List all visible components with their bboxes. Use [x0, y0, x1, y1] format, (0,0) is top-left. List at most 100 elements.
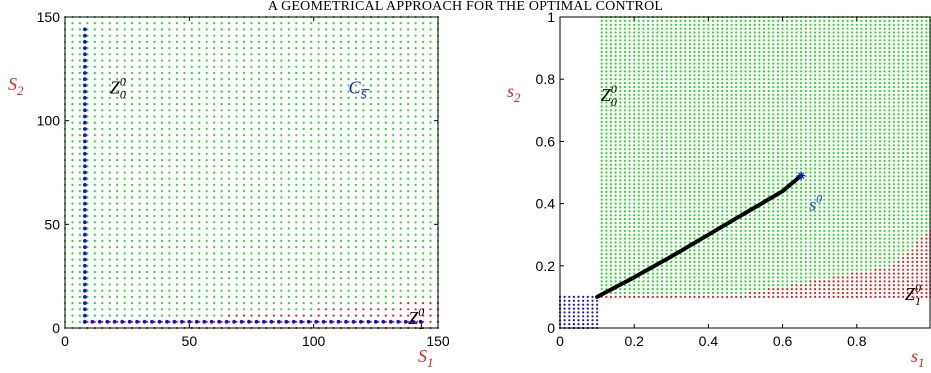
- green-dot: [628, 202, 631, 205]
- green-dot: [265, 308, 268, 311]
- green-dot: [235, 22, 238, 25]
- green-dot: [399, 277, 402, 280]
- green-dot: [257, 53, 261, 56]
- green-dot: [660, 62, 664, 65]
- green-dot: [637, 214, 640, 217]
- green-dot: [656, 221, 659, 225]
- green-dot: [735, 93, 738, 96]
- green-dot: [670, 23, 673, 26]
- green-dot: [429, 214, 432, 218]
- green-dot: [605, 89, 608, 92]
- green-dot: [623, 291, 627, 295]
- green-dot: [730, 241, 733, 244]
- green-dot: [422, 190, 425, 193]
- green-dot: [235, 140, 238, 143]
- green-dot: [228, 34, 231, 37]
- green-dot: [623, 171, 627, 174]
- green-dot: [101, 121, 104, 124]
- green-dot: [160, 214, 164, 218]
- green-dot: [153, 295, 156, 298]
- green-dot: [213, 84, 216, 87]
- green-dot: [665, 128, 668, 131]
- green-dot: [384, 295, 387, 298]
- green-dot: [628, 74, 631, 77]
- green-dot: [339, 47, 343, 50]
- green-dot: [730, 264, 733, 267]
- green-dot: [660, 136, 664, 139]
- green-dot: [339, 59, 343, 62]
- green-dot: [377, 264, 380, 267]
- green-dot: [623, 210, 627, 213]
- red-dot: [302, 320, 305, 323]
- green-dot: [725, 253, 729, 256]
- green-dot: [725, 19, 729, 22]
- green-dot: [633, 186, 636, 190]
- green-dot: [369, 59, 372, 62]
- green-dot: [86, 196, 89, 199]
- green-dot: [280, 28, 283, 31]
- green-dot: [228, 165, 231, 168]
- green-dot: [131, 239, 134, 242]
- green-dot: [674, 171, 678, 174]
- green-dot: [609, 101, 613, 104]
- green-dot: [619, 144, 622, 147]
- green-dot: [101, 71, 104, 75]
- green-dot: [735, 70, 738, 73]
- blue-dot: [563, 303, 566, 306]
- green-dot: [407, 239, 410, 242]
- green-dot: [651, 47, 654, 50]
- green-dot: [684, 175, 687, 178]
- green-dot: [295, 196, 298, 199]
- green-dot: [735, 167, 738, 170]
- green-dot: [138, 177, 141, 180]
- green-dot: [637, 19, 640, 22]
- green-dot: [605, 58, 608, 61]
- green-dot: [665, 190, 668, 193]
- green-dot: [325, 140, 328, 143]
- green-dot: [702, 43, 705, 46]
- green-dot: [228, 140, 231, 143]
- green-dot: [702, 194, 705, 197]
- green-dot: [131, 134, 134, 137]
- green-dot: [146, 264, 149, 267]
- green-dot: [637, 54, 640, 58]
- green-dot: [138, 115, 141, 118]
- green-dot: [702, 221, 705, 225]
- green-dot: [698, 179, 701, 182]
- green-dot: [707, 50, 710, 54]
- green-dot: [619, 253, 622, 256]
- green-dot: [198, 65, 201, 68]
- green-dot: [688, 171, 692, 174]
- green-dot: [168, 177, 171, 180]
- green-dot: [628, 62, 631, 65]
- green-dot: [633, 163, 636, 166]
- green-dot: [670, 229, 673, 232]
- green-dot: [665, 237, 668, 240]
- green-dot: [295, 202, 298, 205]
- green-dot: [633, 120, 636, 124]
- blue-dot: [568, 323, 571, 326]
- green-dot: [265, 59, 268, 62]
- green-dot: [422, 47, 425, 50]
- green-dot: [369, 289, 372, 292]
- green-dot: [642, 291, 645, 295]
- green-dot: [310, 134, 313, 137]
- green-dot: [242, 171, 246, 174]
- green-dot: [698, 39, 701, 42]
- green-dot: [628, 210, 631, 213]
- green-dot: [702, 268, 705, 271]
- green-dot: [619, 264, 622, 267]
- green-dot: [600, 237, 603, 240]
- green-dot: [205, 90, 208, 93]
- green-dot: [656, 237, 659, 240]
- green-dot: [332, 47, 335, 50]
- blue-dot: [83, 201, 87, 206]
- green-dot: [78, 103, 81, 106]
- green-dot: [131, 270, 134, 274]
- green-dot: [71, 283, 74, 286]
- green-dot: [628, 23, 631, 26]
- green-dot: [679, 225, 682, 228]
- green-dot: [707, 163, 710, 166]
- green-dot: [609, 229, 613, 232]
- green-dot: [131, 109, 134, 112]
